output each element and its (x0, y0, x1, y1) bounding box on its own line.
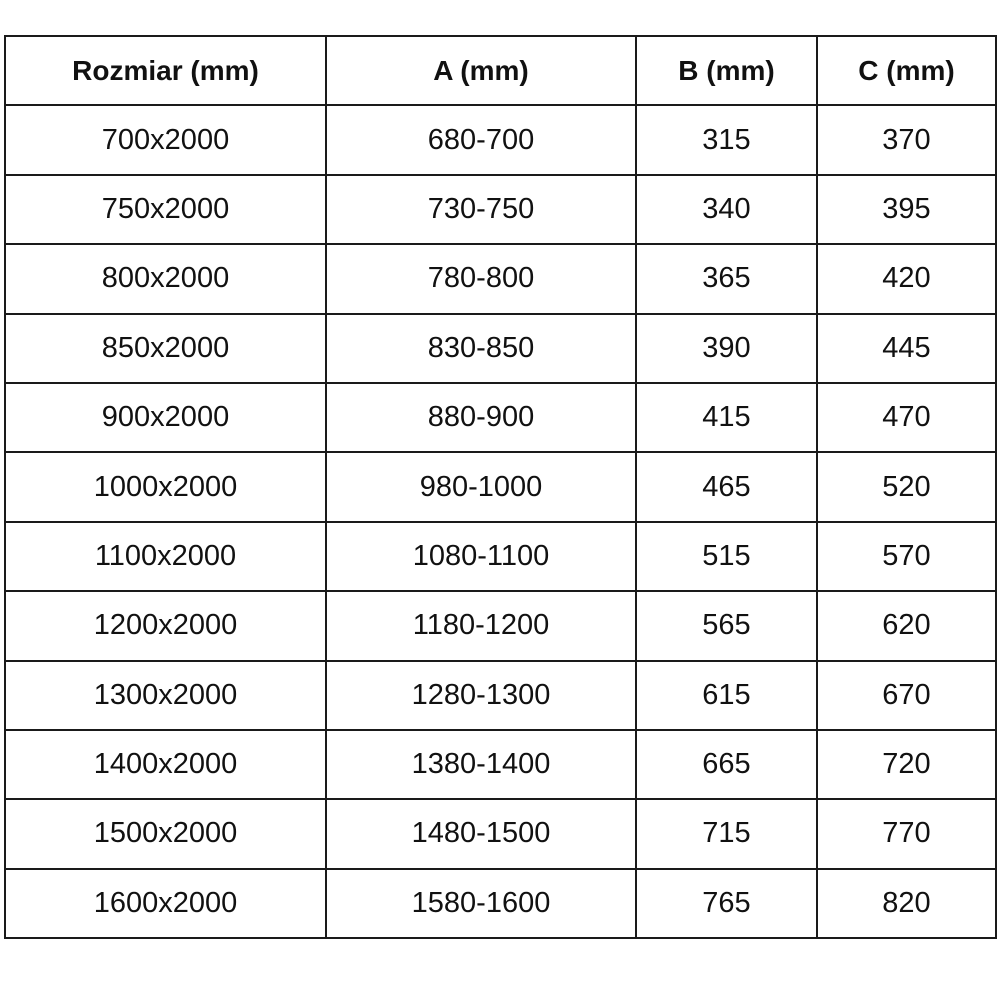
table-row: 1300x2000 1280-1300 615 670 (4, 659, 997, 731)
header-row: Rozmiar (mm) A (mm) B (mm) C (mm) (4, 34, 997, 107)
cell-c: 520 (816, 451, 997, 523)
cell-b: 340 (635, 173, 818, 246)
cell-b: 515 (635, 520, 818, 593)
cell-a: 1580-1600 (325, 867, 637, 940)
cell-size: 750x2000 (4, 173, 327, 246)
cell-size: 900x2000 (4, 381, 327, 454)
cell-c: 395 (816, 173, 997, 246)
cell-a: 1180-1200 (325, 590, 637, 662)
table-row: 850x2000 830-850 390 445 (4, 312, 997, 384)
cell-a: 880-900 (325, 381, 637, 454)
cell-c: 570 (816, 520, 997, 593)
cell-size: 1100x2000 (4, 520, 327, 593)
cell-b: 765 (635, 867, 818, 940)
cell-b: 665 (635, 728, 818, 801)
cell-size: 1600x2000 (4, 867, 327, 940)
cell-c: 370 (816, 104, 997, 176)
cell-size: 700x2000 (4, 104, 327, 176)
cell-b: 565 (635, 590, 818, 662)
header-size: Rozmiar (mm) (4, 34, 327, 107)
size-table: Rozmiar (mm) A (mm) B (mm) C (mm) 700x20… (4, 34, 997, 940)
table-row: 1200x2000 1180-1200 565 620 (4, 590, 997, 662)
table-row: 1000x2000 980-1000 465 520 (4, 451, 997, 523)
table-row: 700x2000 680-700 315 370 (4, 104, 997, 176)
cell-size: 1300x2000 (4, 659, 327, 731)
cell-b: 715 (635, 798, 818, 870)
cell-c: 820 (816, 867, 997, 940)
cell-a: 1380-1400 (325, 728, 637, 801)
cell-c: 720 (816, 728, 997, 801)
header-c: C (mm) (816, 34, 997, 107)
cell-c: 470 (816, 381, 997, 454)
cell-a: 830-850 (325, 312, 637, 384)
cell-a: 1480-1500 (325, 798, 637, 870)
cell-a: 730-750 (325, 173, 637, 246)
table-row: 900x2000 880-900 415 470 (4, 381, 997, 454)
cell-size: 800x2000 (4, 243, 327, 315)
cell-c: 445 (816, 312, 997, 384)
table-row: 1100x2000 1080-1100 515 570 (4, 520, 997, 593)
cell-a: 1280-1300 (325, 659, 637, 731)
cell-b: 365 (635, 243, 818, 315)
table-row: 1600x2000 1580-1600 765 820 (4, 867, 997, 940)
cell-c: 670 (816, 659, 997, 731)
cell-size: 1200x2000 (4, 590, 327, 662)
cell-b: 390 (635, 312, 818, 384)
cell-a: 780-800 (325, 243, 637, 315)
cell-b: 615 (635, 659, 818, 731)
cell-size: 1400x2000 (4, 728, 327, 801)
cell-c: 420 (816, 243, 997, 315)
cell-size: 1000x2000 (4, 451, 327, 523)
table-row: 1500x2000 1480-1500 715 770 (4, 798, 997, 870)
header-a: A (mm) (325, 34, 637, 107)
cell-b: 415 (635, 381, 818, 454)
table-row: 800x2000 780-800 365 420 (4, 243, 997, 315)
table-row: 1400x2000 1380-1400 665 720 (4, 728, 997, 801)
table-row: 750x2000 730-750 340 395 (4, 173, 997, 246)
cell-size: 850x2000 (4, 312, 327, 384)
cell-a: 1080-1100 (325, 520, 637, 593)
cell-size: 1500x2000 (4, 798, 327, 870)
cell-c: 770 (816, 798, 997, 870)
cell-a: 680-700 (325, 104, 637, 176)
cell-b: 465 (635, 451, 818, 523)
header-b: B (mm) (635, 34, 818, 107)
cell-a: 980-1000 (325, 451, 637, 523)
cell-b: 315 (635, 104, 818, 176)
cell-c: 620 (816, 590, 997, 662)
